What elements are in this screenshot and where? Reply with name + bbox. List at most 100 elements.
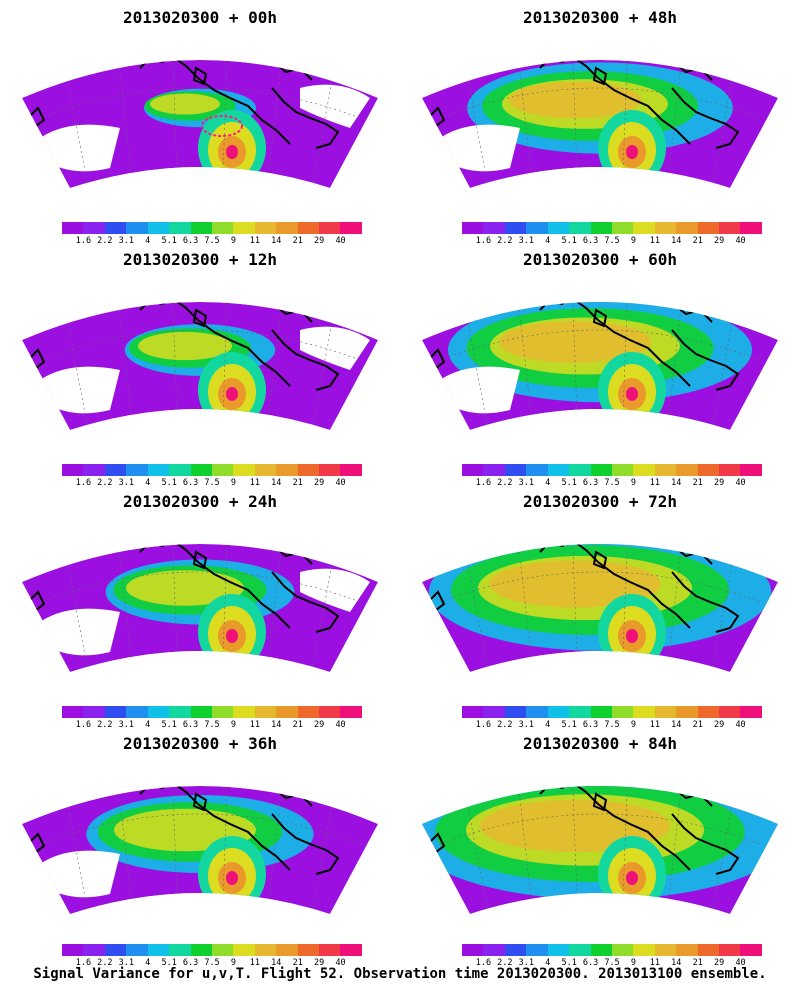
colorbar-tick-label: 6.3 xyxy=(182,236,199,246)
colorbar-tick-label: 4 xyxy=(545,958,551,968)
colorbar-ticks: 1.6 2.2 3.1 4 5.1 6.3 7.5 9 11 14 21 29 40 xyxy=(462,478,762,490)
colorbar-swatch xyxy=(276,464,298,476)
colorbar xyxy=(462,706,762,718)
colorbar-swatch xyxy=(740,706,762,718)
colorbar-tick-label: 40 xyxy=(735,236,746,246)
colorbar-swatch xyxy=(233,222,255,234)
panel-title: 2013020300 + 84h xyxy=(522,734,678,753)
colorbar-swatch xyxy=(276,944,298,956)
colorbar-swatch xyxy=(254,464,277,476)
colorbar-tick-label: 40 xyxy=(335,720,346,730)
panel-title: 2013020300 + 24h xyxy=(122,492,278,511)
colorbar-ticks: 1.6 2.2 3.1 4 5.1 6.3 7.5 9 11 14 21 29 40 xyxy=(462,958,762,970)
colorbar-swatch xyxy=(211,944,234,956)
colorbar-tick-label: 9 xyxy=(230,478,236,488)
colorbar-swatch xyxy=(147,944,170,956)
colorbar-tick-label: 4 xyxy=(545,478,551,488)
colorbar-swatch xyxy=(254,944,277,956)
colorbar-swatch xyxy=(276,706,298,718)
colorbar-tick-label: 2.2 xyxy=(97,478,113,488)
colorbar-tick-label: 11 xyxy=(249,958,260,968)
colorbar-swatch xyxy=(740,222,762,234)
colorbar-tick-label: 4 xyxy=(545,236,551,246)
colorbar-tick-label: 4 xyxy=(145,720,151,730)
colorbar-tick-label: 7.5 xyxy=(204,478,220,488)
colorbar-tick-label: 40 xyxy=(735,958,746,968)
colorbar-swatch xyxy=(654,944,677,956)
colorbar-ticks: 1.6 2.2 3.1 4 5.1 6.3 7.5 9 11 14 21 29 40 xyxy=(62,236,362,248)
colorbar-tick-label: 14 xyxy=(271,236,282,246)
colorbar-swatch xyxy=(169,944,191,956)
colorbar-swatch xyxy=(654,222,677,234)
colorbar-swatch xyxy=(504,222,527,234)
colorbar-tick-label: 29 xyxy=(314,236,325,246)
colorbar-swatch xyxy=(340,222,362,234)
colorbar-tick-label: 1.6 xyxy=(75,236,92,246)
colorbar-swatch xyxy=(569,944,591,956)
colorbar-swatch xyxy=(526,464,548,476)
colorbar-swatch xyxy=(62,222,84,234)
colorbar-tick-label: 9 xyxy=(230,236,236,246)
panel-title: 2013020300 + 12h xyxy=(122,250,278,269)
colorbar xyxy=(62,706,362,718)
map-image xyxy=(422,544,778,672)
colorbar-swatch xyxy=(211,706,234,718)
colorbar-tick-label: 1.6 xyxy=(475,478,492,488)
colorbar-swatch xyxy=(254,706,277,718)
colorbar-tick-label: 7.5 xyxy=(604,236,620,246)
colorbar-swatch xyxy=(169,222,191,234)
colorbar-tick-label: 6.3 xyxy=(182,958,199,968)
colorbar-ticks: 1.6 2.2 3.1 4 5.1 6.3 7.5 9 11 14 21 29 40 xyxy=(62,478,362,490)
colorbar-swatch xyxy=(483,706,505,718)
colorbar-tick-label: 29 xyxy=(714,958,725,968)
colorbar-tick-label: 4 xyxy=(145,478,151,488)
colorbar-swatch xyxy=(526,706,548,718)
colorbar-swatch xyxy=(319,464,341,476)
colorbar-tick-label: 6.3 xyxy=(582,958,599,968)
colorbar-ticks: 1.6 2.2 3.1 4 5.1 6.3 7.5 9 11 14 21 29 40 xyxy=(462,236,762,248)
colorbar-swatch xyxy=(276,222,298,234)
colorbar-tick-label: 7.5 xyxy=(204,720,220,730)
colorbar-swatch xyxy=(297,944,320,956)
map-panel-84h: 2013020300 + 84h 1.6 2.2 3.1 4 5.1 6.3 7.5 9 11 1… xyxy=(400,726,800,968)
colorbar-ticks: 1.6 2.2 3.1 4 5.1 6.3 7.5 9 11 14 21 29 40 xyxy=(62,720,362,732)
colorbar-swatch xyxy=(340,706,362,718)
colorbar-tick-label: 2.2 xyxy=(497,720,513,730)
colorbar-swatch xyxy=(190,706,212,718)
colorbar-swatch xyxy=(504,706,527,718)
colorbar-tick-label: 3.1 xyxy=(518,236,534,246)
colorbar-swatch xyxy=(590,464,612,476)
colorbar-tick-label: 6.3 xyxy=(182,720,199,730)
panel-title: 2013020300 + 36h xyxy=(122,734,278,753)
map-panel-36h: 2013020300 + 36h 1.6 2.2 3.1 4 5.1 6.3 7.5 9 11 1… xyxy=(0,726,400,968)
colorbar xyxy=(462,464,762,476)
colorbar-swatch xyxy=(126,706,148,718)
colorbar-swatch xyxy=(504,464,527,476)
colorbar-tick-label: 5.1 xyxy=(561,236,577,246)
colorbar-swatch xyxy=(569,706,591,718)
colorbar-tick-label: 7.5 xyxy=(604,958,620,968)
colorbar-tick-label: 6.3 xyxy=(582,478,599,488)
colorbar-tick-label: 5.1 xyxy=(161,236,177,246)
colorbar-swatch xyxy=(254,222,277,234)
colorbar-tick-label: 5.1 xyxy=(561,958,577,968)
colorbar-swatch xyxy=(462,706,484,718)
colorbar-tick-label: 5.1 xyxy=(161,720,177,730)
colorbar-tick-label: 11 xyxy=(249,236,260,246)
colorbar-swatch xyxy=(126,222,148,234)
colorbar-tick-label: 9 xyxy=(630,478,636,488)
colorbar-tick-label: 21 xyxy=(292,478,303,488)
colorbar-tick-label: 2.2 xyxy=(97,720,113,730)
colorbar-swatch xyxy=(462,944,484,956)
colorbar-swatch xyxy=(633,222,655,234)
colorbar-swatch xyxy=(190,464,212,476)
colorbar-swatch xyxy=(590,222,612,234)
colorbar-swatch xyxy=(62,464,84,476)
colorbar-tick-label: 21 xyxy=(292,958,303,968)
colorbar-swatch xyxy=(633,706,655,718)
colorbar-tick-label: 9 xyxy=(630,720,636,730)
colorbar-swatch xyxy=(147,706,170,718)
colorbar-tick-label: 14 xyxy=(671,720,682,730)
colorbar-swatch xyxy=(633,464,655,476)
colorbar-tick-label: 11 xyxy=(649,236,660,246)
